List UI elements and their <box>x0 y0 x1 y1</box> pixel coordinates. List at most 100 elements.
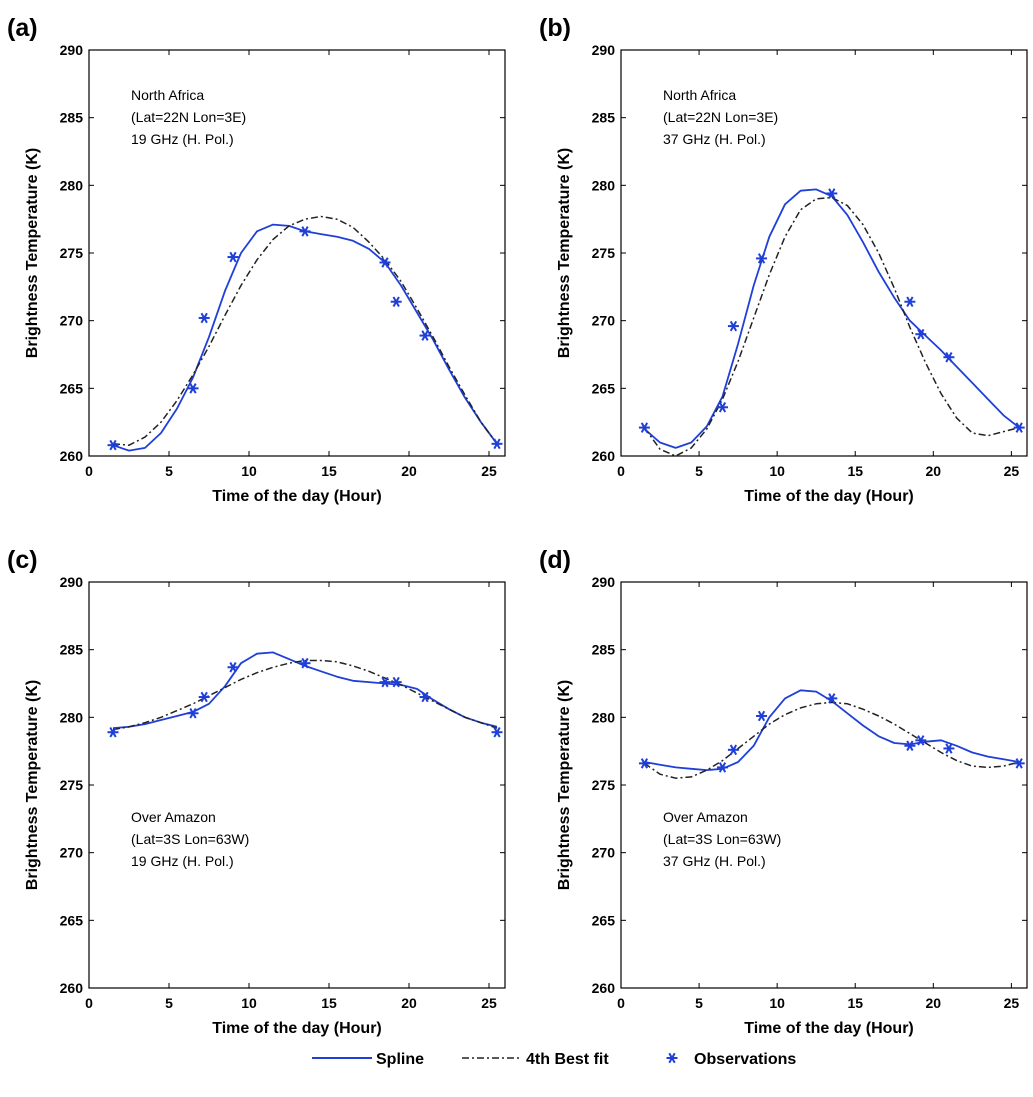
observation-marker-stroke <box>493 726 501 738</box>
observation-marker-stroke <box>729 744 738 756</box>
observation-point <box>227 251 239 263</box>
annotation-line: Over Amazon <box>663 809 748 825</box>
observations-series <box>638 188 1025 433</box>
observation-point <box>727 744 739 756</box>
observation-marker-stroke <box>757 253 766 264</box>
x-axis-label: Time of the day (Hour) <box>744 1020 914 1037</box>
observation-point <box>227 661 239 673</box>
observation-point <box>379 676 391 688</box>
observation-point <box>299 226 311 237</box>
panel-label: (d) <box>539 546 571 574</box>
observation-point <box>756 253 768 264</box>
observation-point <box>419 691 431 703</box>
chart-panel-c: (c) 0 5 10 15 20 25 260 265 270 275 280 285 290 Time o… <box>7 546 506 1037</box>
best-fit-line <box>112 659 498 731</box>
spline-line <box>112 651 498 730</box>
observation-point <box>390 296 402 307</box>
observation-marker-stroke <box>301 657 309 669</box>
legend-label: Spline <box>376 1051 424 1068</box>
observation-point <box>826 693 838 704</box>
y-tick-label: 275 <box>60 777 84 793</box>
x-tick-label: 20 <box>401 995 417 1011</box>
y-tick-label: 275 <box>592 777 616 793</box>
observation-marker-stroke <box>392 296 400 307</box>
observation-marker-stroke <box>109 726 117 738</box>
legend-label: Observations <box>694 1051 796 1068</box>
annotation-line: Over Amazon <box>131 809 216 825</box>
best-fit-line <box>643 196 1020 457</box>
chart-panel-d: (d) 0 5 10 15 20 25 260 265 270 275 280 285 290 Time o… <box>539 546 1028 1037</box>
x-tick-label: 0 <box>617 995 625 1011</box>
y-tick-label: 275 <box>60 245 84 261</box>
observation-marker-stroke <box>917 735 925 746</box>
x-tick-label: 15 <box>847 463 863 479</box>
best-fit-line <box>112 215 498 446</box>
plot-area <box>620 581 1028 989</box>
observation-marker-stroke <box>421 691 429 703</box>
x-tick-label: 25 <box>1004 995 1020 1011</box>
observation-point <box>943 743 955 754</box>
observation-point <box>390 676 402 688</box>
y-tick-label: 270 <box>60 845 84 861</box>
observation-marker-stroke <box>718 762 727 773</box>
observation-marker-stroke <box>189 383 197 394</box>
y-tick-label: 280 <box>592 709 616 725</box>
observation-point <box>198 691 210 703</box>
x-tick-label: 25 <box>481 463 497 479</box>
panel-label: (c) <box>7 546 38 574</box>
x-tick-label: 0 <box>85 463 93 479</box>
chart-panel-b: (b) 0 5 10 15 20 25 260 265 270 275 280 285 290 Time o… <box>539 14 1028 505</box>
annotation-line: (Lat=3S Lon=63W) <box>131 831 249 847</box>
observation-marker-stroke <box>917 328 925 340</box>
x-axis-label: Time of the day (Hour) <box>212 1020 382 1037</box>
observation-point <box>379 257 391 268</box>
observation-marker-stroke <box>1015 422 1023 433</box>
annotation-line: 19 GHz (H. Pol.) <box>131 853 234 869</box>
observation-point <box>826 188 838 199</box>
observation-point <box>727 320 739 332</box>
y-axis-label: Brightness Temperature (K) <box>24 148 41 358</box>
observation-marker-stroke <box>1015 758 1023 769</box>
y-tick-label: 290 <box>592 574 616 590</box>
observation-marker-stroke <box>229 661 237 673</box>
observation-marker-stroke <box>229 251 237 263</box>
x-axis-label: Time of the day (Hour) <box>744 488 914 505</box>
observation-marker-stroke <box>109 439 117 451</box>
legend: Spline 4th Best fit Observations <box>312 1051 796 1068</box>
observation-point <box>638 422 650 433</box>
plot-area <box>88 581 506 989</box>
panel-label: (b) <box>539 14 571 42</box>
annotation-line: (Lat=22N Lon=3E) <box>131 109 246 125</box>
observations-series <box>107 226 503 451</box>
observation-point <box>904 296 916 307</box>
annotation-line: 37 GHz (H. Pol.) <box>663 853 766 869</box>
y-tick-label: 290 <box>592 42 616 58</box>
y-tick-label: 285 <box>592 110 616 126</box>
observation-marker-stroke <box>381 676 389 688</box>
observation-marker-stroke <box>421 330 429 341</box>
x-tick-label: 25 <box>481 995 497 1011</box>
observation-point <box>717 402 728 413</box>
x-axis-label: Time of the day (Hour) <box>212 488 382 505</box>
observations-series <box>638 693 1025 773</box>
x-tick-label: 5 <box>695 463 703 479</box>
chart-panel-a: (a) 0 5 10 15 20 25 260 265 270 275 280 285 290 Time o… <box>7 14 506 505</box>
x-tick-label: 20 <box>401 463 417 479</box>
y-tick-label: 285 <box>60 642 84 658</box>
observation-marker-stroke <box>906 740 914 752</box>
x-tick-label: 15 <box>847 995 863 1011</box>
observation-marker-stroke <box>718 402 727 413</box>
y-tick-label: 280 <box>60 177 84 193</box>
y-axis-label: Brightness Temperature (K) <box>24 680 41 890</box>
observation-point <box>198 312 210 324</box>
x-tick-label: 0 <box>617 463 625 479</box>
y-tick-label: 260 <box>60 980 84 996</box>
x-tick-label: 10 <box>241 995 257 1011</box>
spline-line <box>643 188 1020 449</box>
annotation-line: North Africa <box>663 87 736 103</box>
spline-line <box>644 689 1020 771</box>
y-tick-label: 260 <box>60 448 84 464</box>
observation-point <box>187 383 199 394</box>
x-tick-label: 15 <box>321 995 337 1011</box>
